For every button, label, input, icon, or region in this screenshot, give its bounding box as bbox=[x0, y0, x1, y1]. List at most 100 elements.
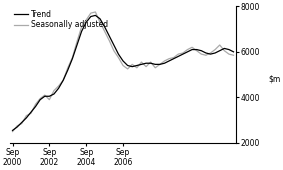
Trend bbox=[103, 26, 106, 28]
Trend bbox=[117, 53, 120, 55]
Trend bbox=[16, 126, 19, 128]
Seasonally adjusted bbox=[195, 50, 198, 52]
Trend bbox=[200, 50, 203, 52]
Seasonally adjusted bbox=[112, 50, 115, 52]
Trend bbox=[121, 60, 125, 62]
Seasonally adjusted bbox=[71, 56, 74, 58]
Seasonally adjusted bbox=[140, 61, 143, 63]
Trend bbox=[209, 53, 212, 55]
Trend bbox=[181, 53, 185, 55]
Y-axis label: $m: $m bbox=[268, 75, 280, 84]
Seasonally adjusted bbox=[177, 53, 180, 55]
Trend bbox=[112, 44, 115, 46]
Trend bbox=[167, 60, 171, 62]
Trend bbox=[94, 14, 97, 16]
Trend bbox=[75, 44, 79, 46]
Seasonally adjusted bbox=[121, 64, 125, 66]
Trend bbox=[43, 95, 46, 97]
Trend bbox=[20, 121, 23, 123]
Seasonally adjusted bbox=[213, 49, 217, 51]
Seasonally adjusted bbox=[48, 99, 51, 101]
Trend bbox=[227, 49, 231, 51]
Trend bbox=[66, 69, 70, 71]
Trend bbox=[126, 64, 129, 66]
Seasonally adjusted bbox=[149, 61, 152, 63]
Trend bbox=[149, 62, 152, 64]
Trend bbox=[25, 117, 28, 119]
Seasonally adjusted bbox=[66, 67, 70, 69]
Trend bbox=[232, 51, 235, 53]
Trend bbox=[223, 47, 226, 49]
Trend bbox=[89, 15, 93, 18]
Seasonally adjusted bbox=[57, 85, 60, 87]
Seasonally adjusted bbox=[103, 30, 106, 32]
Seasonally adjusted bbox=[204, 54, 208, 56]
Seasonally adjusted bbox=[200, 53, 203, 55]
Seasonally adjusted bbox=[227, 53, 231, 55]
Legend: Trend, Seasonally adjusted: Trend, Seasonally adjusted bbox=[14, 10, 108, 29]
Trend bbox=[186, 51, 189, 53]
Trend bbox=[108, 35, 111, 37]
Seasonally adjusted bbox=[126, 68, 129, 70]
Trend bbox=[144, 62, 148, 64]
Trend bbox=[218, 50, 221, 52]
Trend bbox=[57, 87, 60, 89]
Seasonally adjusted bbox=[218, 44, 221, 46]
Trend bbox=[190, 49, 194, 51]
Seasonally adjusted bbox=[80, 26, 83, 28]
Trend bbox=[163, 62, 166, 64]
Trend bbox=[158, 63, 162, 65]
Seasonally adjusted bbox=[85, 19, 88, 21]
Trend bbox=[177, 55, 180, 57]
Seasonally adjusted bbox=[163, 60, 166, 62]
Trend bbox=[71, 58, 74, 60]
Trend bbox=[34, 106, 37, 108]
Seasonally adjusted bbox=[144, 66, 148, 68]
Seasonally adjusted bbox=[52, 90, 56, 92]
Seasonally adjusted bbox=[25, 115, 28, 117]
Trend bbox=[80, 30, 83, 32]
Seasonally adjusted bbox=[29, 112, 33, 114]
Trend bbox=[140, 63, 143, 65]
Seasonally adjusted bbox=[98, 21, 102, 23]
Line: Seasonally adjusted: Seasonally adjusted bbox=[12, 12, 233, 132]
Trend bbox=[154, 63, 157, 65]
Seasonally adjusted bbox=[89, 12, 93, 14]
Seasonally adjusted bbox=[181, 52, 185, 54]
Trend bbox=[11, 129, 14, 131]
Trend bbox=[130, 66, 134, 68]
Seasonally adjusted bbox=[154, 67, 157, 69]
Seasonally adjusted bbox=[61, 79, 65, 81]
Seasonally adjusted bbox=[158, 63, 162, 65]
Trend bbox=[195, 49, 198, 51]
Seasonally adjusted bbox=[94, 11, 97, 13]
Seasonally adjusted bbox=[190, 46, 194, 48]
Seasonally adjusted bbox=[108, 39, 111, 41]
Seasonally adjusted bbox=[186, 49, 189, 51]
Seasonally adjusted bbox=[20, 123, 23, 125]
Trend bbox=[204, 52, 208, 54]
Trend bbox=[61, 79, 65, 81]
Seasonally adjusted bbox=[232, 54, 235, 56]
Seasonally adjusted bbox=[117, 56, 120, 58]
Trend bbox=[29, 111, 33, 113]
Seasonally adjusted bbox=[223, 50, 226, 52]
Seasonally adjusted bbox=[34, 103, 37, 105]
Trend bbox=[98, 18, 102, 20]
Seasonally adjusted bbox=[172, 56, 175, 58]
Trend bbox=[213, 52, 217, 54]
Trend bbox=[38, 99, 42, 101]
Seasonally adjusted bbox=[209, 52, 212, 54]
Seasonally adjusted bbox=[16, 125, 19, 127]
Seasonally adjusted bbox=[43, 94, 46, 96]
Seasonally adjusted bbox=[75, 41, 79, 43]
Seasonally adjusted bbox=[167, 58, 171, 60]
Trend bbox=[52, 93, 56, 95]
Trend bbox=[85, 21, 88, 23]
Trend bbox=[48, 95, 51, 97]
Trend bbox=[135, 64, 139, 66]
Seasonally adjusted bbox=[135, 67, 139, 69]
Trend bbox=[172, 58, 175, 60]
Line: Trend: Trend bbox=[12, 15, 233, 130]
Seasonally adjusted bbox=[38, 98, 42, 100]
